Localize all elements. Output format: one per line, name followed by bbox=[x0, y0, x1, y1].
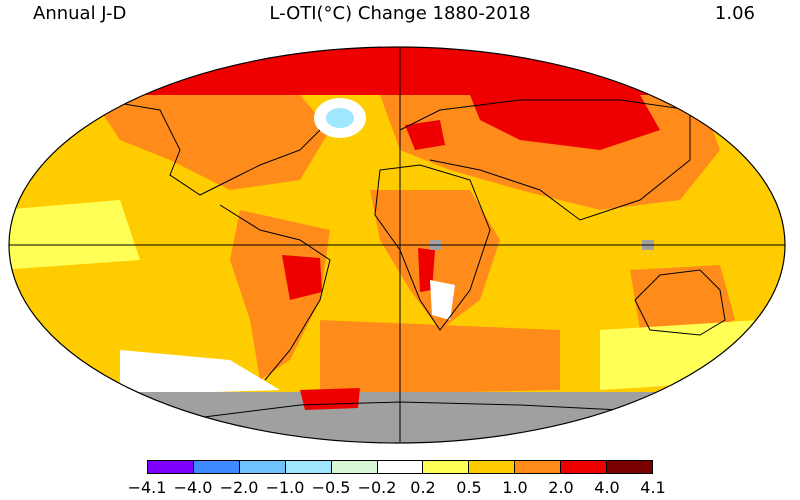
legend-swatch bbox=[148, 461, 194, 473]
legend-swatch bbox=[193, 461, 240, 473]
eurasia-coast bbox=[399, 99, 691, 221]
europe-anomaly bbox=[405, 120, 445, 150]
south-indian-light bbox=[600, 320, 760, 390]
legend-tick-label: −0.5 bbox=[311, 478, 351, 497]
africa-coast bbox=[374, 164, 491, 331]
legend-swatch bbox=[515, 461, 562, 473]
southern-ocean-neutral bbox=[120, 350, 280, 395]
color-legend bbox=[147, 460, 653, 474]
legend-swatch bbox=[285, 461, 332, 473]
legend-tick-label: 4.1 bbox=[640, 478, 666, 497]
legend-labels: −4.1 −4.0 −2.0 −1.0 −0.5 −0.2 0.2 0.5 1.0 2.0 4.0 4… bbox=[0, 478, 800, 498]
legend-swatch bbox=[561, 461, 608, 473]
north-atlantic-cold-core bbox=[326, 108, 354, 128]
globe-outline bbox=[8, 46, 786, 444]
legend-swatch bbox=[377, 461, 424, 473]
brazil-anomaly bbox=[282, 255, 322, 300]
legend-tick-label: −4.0 bbox=[173, 478, 213, 497]
legend-swatch bbox=[331, 461, 378, 473]
legend-swatch bbox=[607, 461, 652, 473]
southern-africa-neutral bbox=[430, 280, 455, 320]
antarctic-peninsula-anomaly bbox=[300, 388, 360, 410]
legend-tick-label: 4.0 bbox=[594, 478, 620, 497]
legend-tick-label: −2.0 bbox=[219, 478, 259, 497]
legend-swatch bbox=[239, 461, 286, 473]
australia-coast bbox=[634, 269, 726, 336]
global-mean-value: 1.06 bbox=[714, 3, 755, 24]
legend-tick-label: 1.0 bbox=[502, 478, 528, 497]
south-atlantic-anomaly bbox=[320, 320, 560, 395]
south-america-coast bbox=[219, 204, 331, 381]
legend-swatch bbox=[469, 461, 516, 473]
legend-tick-label: 2.0 bbox=[548, 478, 574, 497]
north-america-coast bbox=[99, 99, 321, 196]
legend-swatch bbox=[423, 461, 470, 473]
legend-tick-label: 0.5 bbox=[456, 478, 482, 497]
australia-anomaly bbox=[630, 265, 735, 340]
legend-tick-label: 0.2 bbox=[410, 478, 436, 497]
map-title: L-OTI(°C) Change 1880-2018 bbox=[269, 3, 531, 24]
legend-tick-label: −0.2 bbox=[357, 478, 397, 497]
legend-tick-label: −1.0 bbox=[265, 478, 305, 497]
legend-tick-label: −4.1 bbox=[127, 478, 167, 497]
map-label: Annual J-D bbox=[33, 3, 127, 24]
siberia-anomaly bbox=[470, 95, 660, 150]
east-pacific-light bbox=[9, 200, 140, 270]
north-america-anomaly bbox=[90, 95, 330, 190]
south-america-anomaly bbox=[230, 210, 330, 380]
africa-anomaly bbox=[370, 190, 500, 330]
